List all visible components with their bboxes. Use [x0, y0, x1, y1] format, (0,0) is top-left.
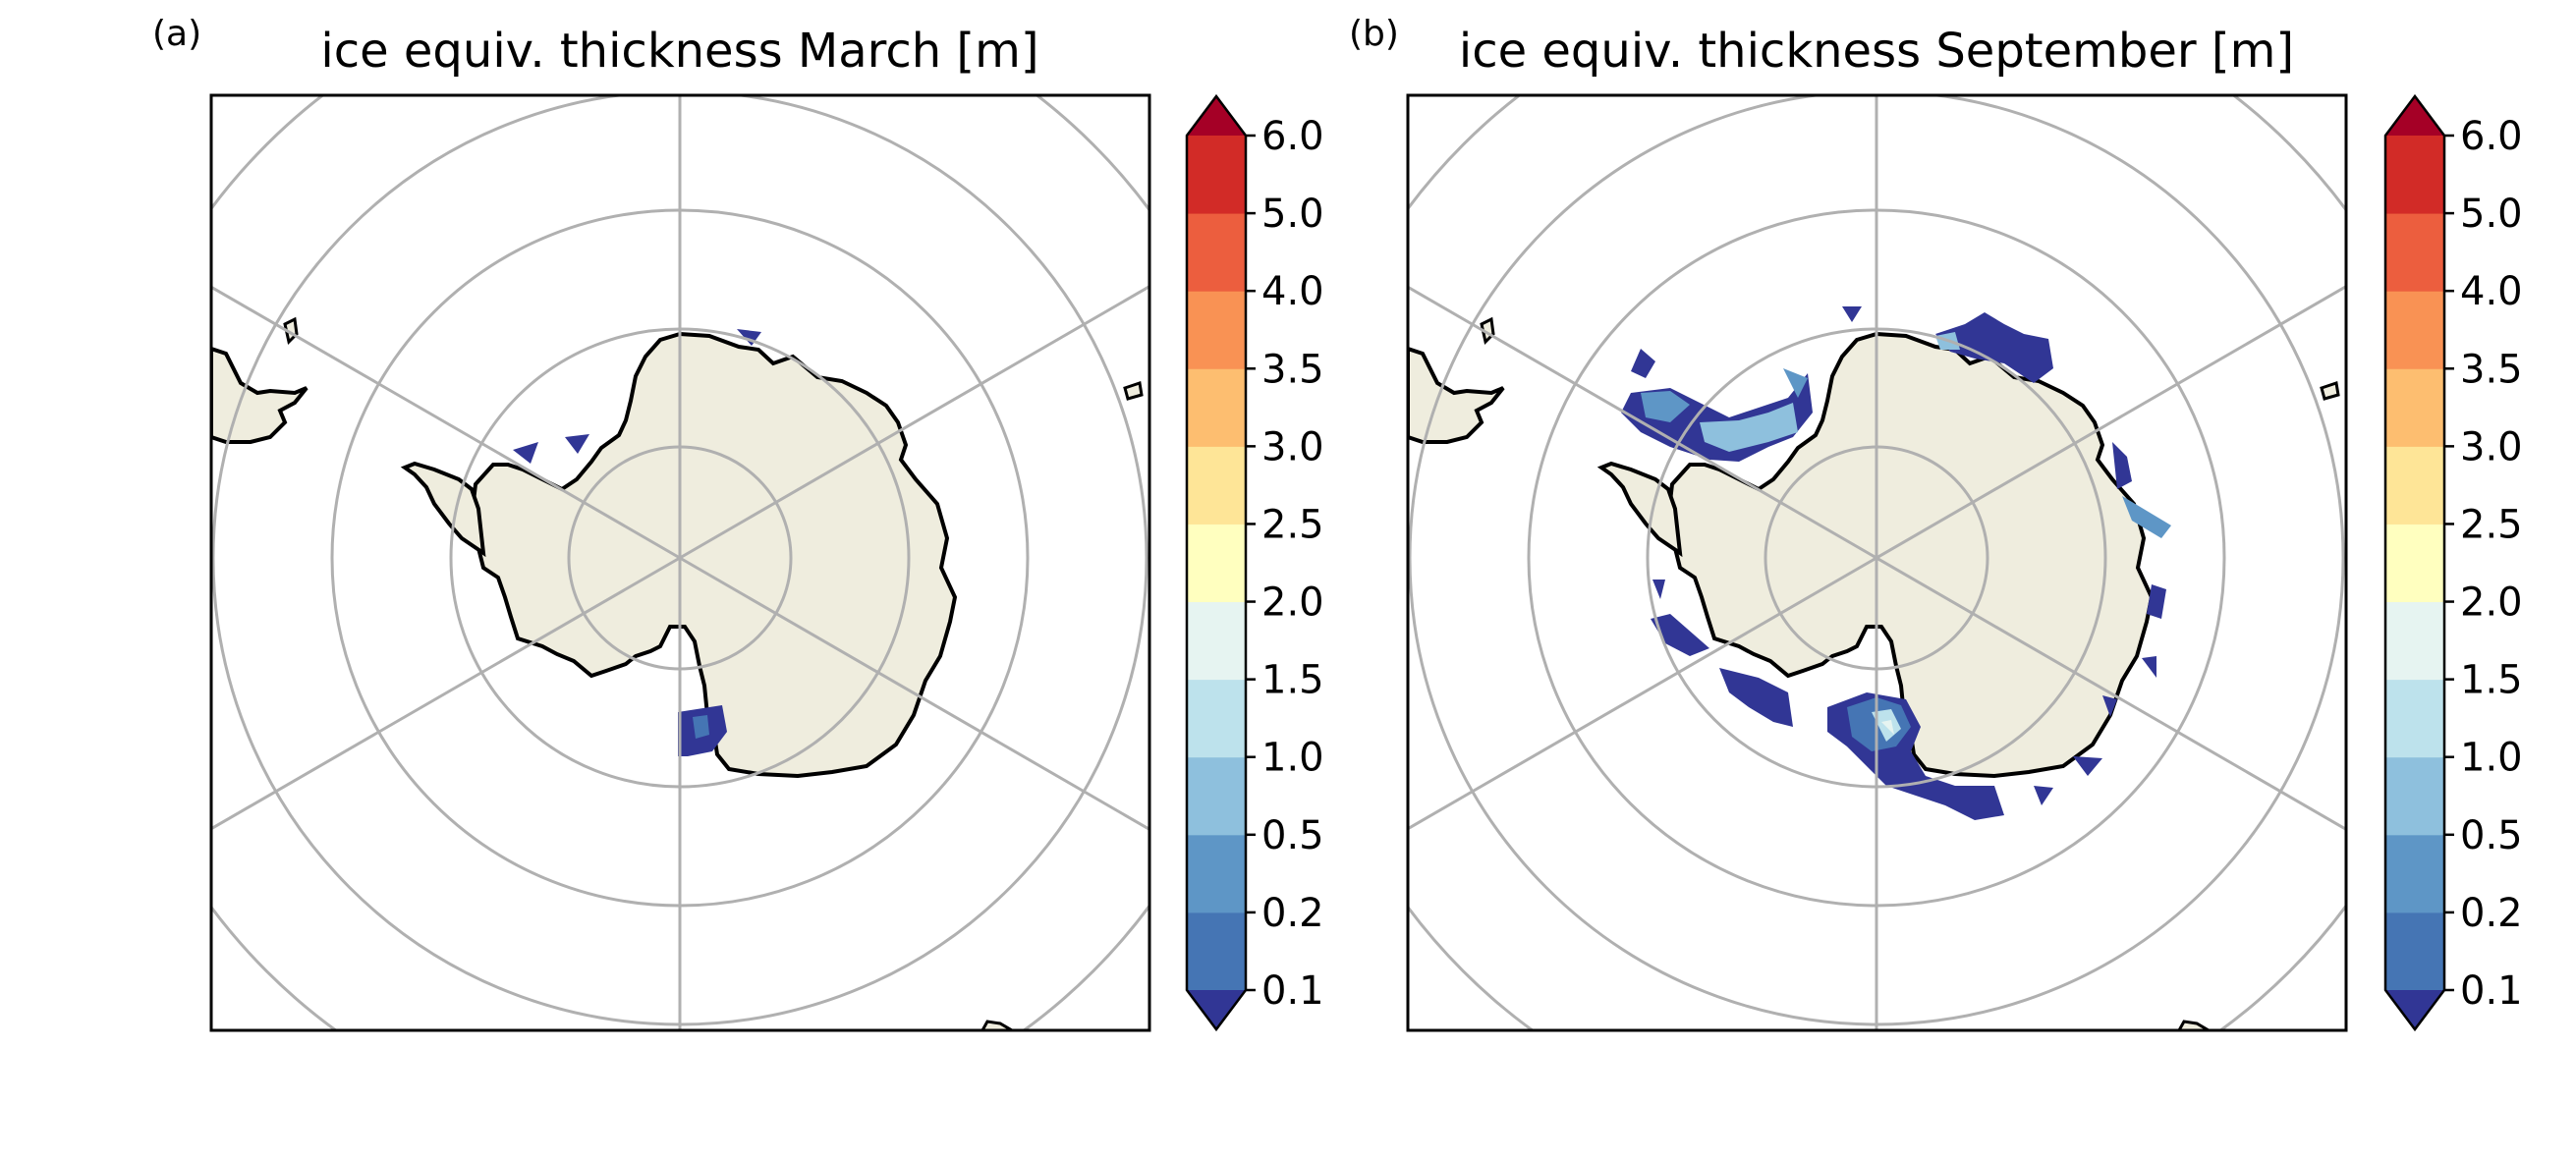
colorbar-tick-label: 6.0 [1261, 114, 1324, 159]
colorbar-tick-label: 3.0 [2460, 424, 2523, 470]
colorbar-tick-label: 1.5 [2460, 658, 2523, 703]
colorbar-tick-label: 2.5 [1261, 502, 1324, 547]
colorbar-tick-label: 0.2 [1261, 891, 1324, 936]
colorbar-extend-min [2385, 990, 2444, 1029]
colorbar-segment [1187, 911, 1246, 991]
colorbar-segment [2385, 368, 2444, 447]
colorbar-tick-label: 0.5 [2460, 813, 2523, 858]
colorbar-extend-max [1187, 96, 1246, 136]
colorbar-tick-label: 0.1 [2460, 968, 2523, 1014]
colorbar-tick-label: 0.1 [1261, 968, 1324, 1014]
sea-ice-march [513, 329, 761, 756]
colorbar-tick-label: 1.5 [1261, 658, 1324, 703]
colorbar-segment [1187, 136, 1246, 214]
colorbar-tick-label: 2.5 [2460, 502, 2523, 547]
graticule [1408, 95, 2346, 1030]
colorbar-tick-label: 3.5 [1261, 347, 1324, 392]
colorbar-segment [2385, 213, 2444, 292]
colorbar-segment [1187, 446, 1246, 525]
panel-b-label: (b) [1349, 14, 1399, 54]
colorbar-segment [1187, 368, 1246, 447]
panel-b-title: ice equiv. thickness September [m] [1459, 24, 2294, 79]
colorbar-segment [2385, 291, 2444, 369]
colorbar-segment [1187, 834, 1246, 913]
island-land [1123, 381, 1144, 401]
colorbar-segment [1187, 679, 1246, 758]
island-land [980, 1020, 1015, 1030]
colorbar-segment [1187, 524, 1246, 603]
colorbar-segment [2385, 911, 2444, 991]
colorbar-march: 0.1 0.2 0.5 1.0 1.5 2.0 2.5 3.0 3.5 4.0 5.0 6.0 [1185, 93, 1324, 1032]
island-land [2177, 1020, 2212, 1030]
graticule [211, 95, 1149, 1030]
colorbar-tick-label: 6.0 [2460, 114, 2523, 159]
colorbar-segment [1187, 291, 1246, 369]
colorbar-segment [1187, 601, 1246, 681]
colorbar-tick-label: 2.0 [1261, 580, 1324, 626]
colorbar-tick-label: 1.0 [1261, 736, 1324, 781]
map-panel-september [1406, 93, 2348, 1032]
colorbar-segment [1187, 213, 1246, 292]
colorbar-tick-label: 1.0 [2460, 736, 2523, 781]
colorbar-tick-label: 5.0 [2460, 192, 2523, 237]
colorbar-extend-min [1187, 990, 1246, 1029]
colorbar-tick-label: 2.0 [2460, 580, 2523, 626]
colorbar-segment [2385, 601, 2444, 681]
island-land [2320, 381, 2340, 401]
colorbar-extend-max [2385, 96, 2444, 136]
colorbar-september: 0.1 0.2 0.5 1.0 1.5 2.0 2.5 3.0 3.5 4.0 5.0 6.0 [2383, 93, 2523, 1032]
colorbar-tick-label: 0.2 [2460, 891, 2523, 936]
sea-ice-september [1621, 306, 2171, 820]
colorbar-tick-label: 4.0 [1261, 269, 1324, 314]
colorbar-segment [2385, 524, 2444, 603]
colorbar-tick-label: 0.5 [1261, 813, 1324, 858]
colorbar-segment [2385, 834, 2444, 913]
panel-a-title: ice equiv. thickness March [m] [320, 24, 1038, 79]
colorbar-tick-label: 5.0 [1261, 192, 1324, 237]
colorbar-segment [2385, 679, 2444, 758]
colorbar-segment [2385, 136, 2444, 214]
panel-a-label: (a) [152, 14, 201, 54]
colorbar-segment [1187, 756, 1246, 836]
colorbar-tick-label: 3.5 [2460, 347, 2523, 392]
colorbar-tick-label: 4.0 [2460, 269, 2523, 314]
map-panel-march [209, 93, 1151, 1032]
colorbar-segment [2385, 446, 2444, 525]
colorbar-tick-label: 3.0 [1261, 424, 1324, 470]
colorbar-segment [2385, 756, 2444, 836]
